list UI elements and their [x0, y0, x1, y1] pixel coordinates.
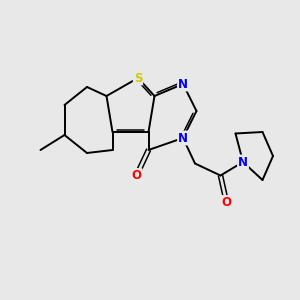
- Text: N: N: [238, 155, 248, 169]
- Text: N: N: [178, 77, 188, 91]
- Text: O: O: [131, 169, 142, 182]
- Text: N: N: [178, 131, 188, 145]
- Text: S: S: [134, 71, 142, 85]
- Text: O: O: [221, 196, 232, 209]
